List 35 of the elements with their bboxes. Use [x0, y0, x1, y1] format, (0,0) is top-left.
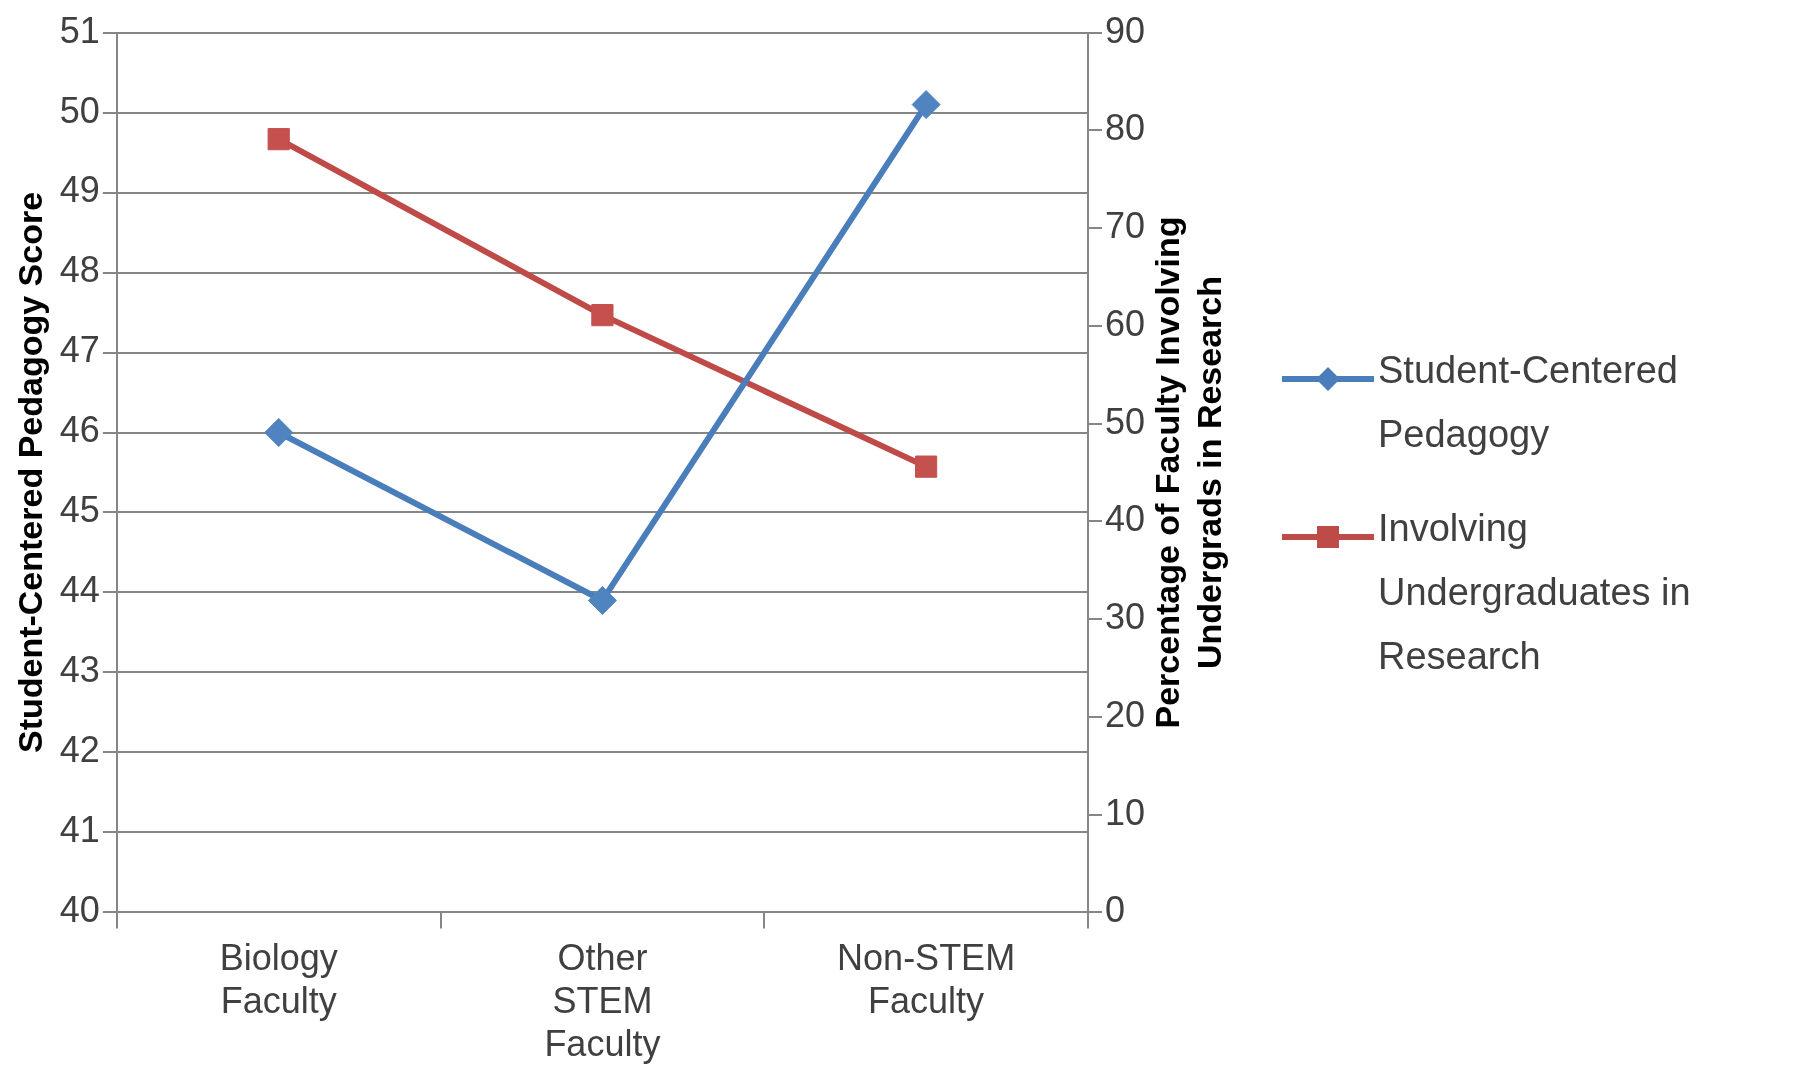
- y2-tick-label: 70: [1104, 205, 1145, 247]
- y-tick-label: 48: [59, 249, 100, 291]
- y-axis-title: Student-Centered Pedagogy Score: [10, 191, 49, 754]
- y2-tick-label: 30: [1104, 596, 1145, 638]
- y-tick-label: 44: [59, 569, 100, 611]
- point: [587, 585, 617, 615]
- y2-tick-label: 50: [1104, 400, 1145, 442]
- point: [264, 418, 294, 448]
- point: [591, 304, 614, 327]
- y2-tick-label: 0: [1104, 889, 1125, 931]
- legend-label: Student-Centered Pedagogy: [1378, 348, 1679, 457]
- x-tick-label: Biology Faculty: [219, 936, 338, 1022]
- y2-tick-label: 60: [1104, 302, 1145, 344]
- y-tick-label: 42: [59, 729, 100, 771]
- y-tick-label: 46: [59, 409, 100, 451]
- y-tick-label: 45: [59, 489, 100, 531]
- point: [911, 90, 941, 120]
- y2-tick-label: 20: [1104, 693, 1145, 735]
- y-tick-label: 41: [59, 809, 100, 851]
- y-tick-label: 40: [59, 889, 100, 931]
- y2-tick-label: 80: [1104, 107, 1145, 149]
- y2-tick-label: 90: [1104, 9, 1145, 51]
- point: [267, 128, 290, 151]
- x-tick-label: Other STEM Faculty: [544, 936, 661, 1065]
- legend-label: Involving Undergraduates in Research: [1378, 506, 1692, 679]
- y-tick-label: 51: [59, 9, 100, 51]
- y-tick-label: 50: [59, 89, 100, 131]
- y2-tick-label: 10: [1104, 791, 1145, 833]
- point: [915, 455, 938, 478]
- x-tick-label: Non-STEM Faculty: [837, 936, 1016, 1022]
- y2-axis-title: Percentage of Faculty Involving Undergrads in Research: [1148, 216, 1229, 729]
- y-tick-label: 47: [59, 329, 100, 371]
- y-tick-label: 49: [59, 169, 100, 211]
- y2-tick-label: 40: [1104, 498, 1145, 540]
- y-tick-label: 43: [59, 649, 100, 691]
